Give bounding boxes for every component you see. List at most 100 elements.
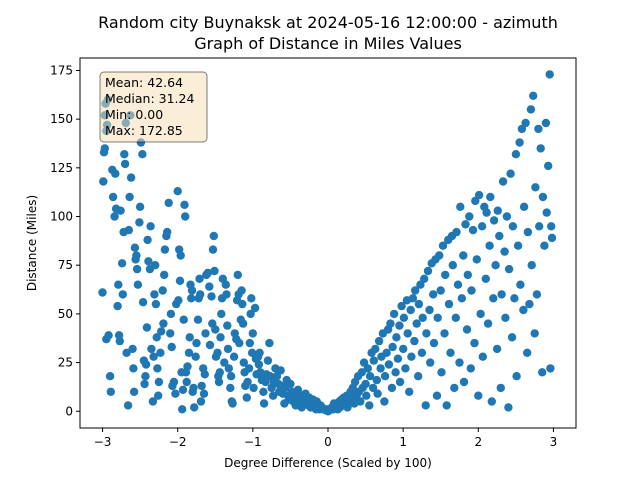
- data-point: [538, 192, 548, 202]
- data-point: [203, 268, 212, 278]
- x-axis-ticks: −3 −2 −1 0 1 2 3: [94, 428, 557, 449]
- data-point: [483, 319, 493, 328]
- data-point: [388, 342, 397, 352]
- data-point: [116, 206, 125, 215]
- stat-median: Median: 31.24: [105, 91, 194, 106]
- data-point: [237, 286, 246, 295]
- data-point: [486, 192, 495, 202]
- data-point: [99, 177, 108, 186]
- data-point: [504, 264, 514, 274]
- data-point: [178, 385, 188, 394]
- data-point: [485, 241, 494, 250]
- data-point: [245, 338, 254, 348]
- data-point: [547, 233, 557, 243]
- data-point: [422, 329, 431, 338]
- data-point: [368, 383, 378, 393]
- data-point: [176, 251, 185, 260]
- data-point: [122, 348, 131, 357]
- data-point: [166, 329, 175, 338]
- data-point: [146, 222, 155, 231]
- data-point: [453, 280, 463, 289]
- data-point: [120, 150, 129, 159]
- data-point: [221, 280, 230, 289]
- data-point: [477, 222, 487, 231]
- data-point: [141, 360, 151, 369]
- data-point: [215, 368, 224, 377]
- data-point: [374, 336, 384, 346]
- data-point: [160, 245, 170, 254]
- data-point: [492, 344, 502, 354]
- data-point: [249, 383, 258, 393]
- data-point: [140, 379, 149, 389]
- data-point: [175, 276, 185, 285]
- data-point: [210, 266, 219, 276]
- data-point: [491, 261, 500, 270]
- data-point: [437, 368, 446, 377]
- data-point: [126, 173, 136, 182]
- data-point: [158, 286, 167, 295]
- data-point: [189, 383, 198, 393]
- data-point: [248, 329, 257, 338]
- data-point: [470, 338, 479, 348]
- data-point: [106, 387, 116, 396]
- data-point: [455, 358, 464, 367]
- data-point: [110, 212, 119, 221]
- data-point: [466, 364, 475, 373]
- data-point: [387, 383, 397, 393]
- data-point: [151, 261, 160, 270]
- data-point: [512, 372, 521, 381]
- data-point: [244, 364, 254, 373]
- data-point: [399, 344, 408, 354]
- data-point: [535, 222, 544, 231]
- data-point: [235, 338, 244, 348]
- data-point: [224, 364, 233, 373]
- data-point: [446, 348, 455, 357]
- data-point: [150, 290, 159, 299]
- data-point: [159, 319, 168, 328]
- data-point: [141, 372, 150, 381]
- data-point: [444, 299, 454, 309]
- data-point: [132, 264, 142, 274]
- data-point: [111, 169, 120, 178]
- data-point: [392, 333, 401, 342]
- data-point: [403, 329, 412, 338]
- data-point: [465, 212, 474, 221]
- data-point: [196, 290, 205, 299]
- data-point: [222, 290, 231, 299]
- data-point: [508, 222, 518, 231]
- y-tick-label: 175: [50, 63, 73, 77]
- x-tick-label: 1: [399, 435, 407, 449]
- data-point: [459, 251, 468, 260]
- data-point: [223, 344, 233, 354]
- data-point: [356, 397, 365, 406]
- data-point: [438, 241, 448, 250]
- stat-mean: Mean: 42.64: [105, 75, 183, 90]
- data-point: [187, 294, 196, 303]
- data-point: [511, 150, 521, 159]
- data-point: [429, 290, 438, 299]
- data-point: [124, 225, 133, 235]
- data-point: [487, 397, 496, 406]
- data-point: [507, 333, 517, 342]
- data-point: [263, 356, 273, 365]
- data-point: [233, 270, 242, 280]
- data-point: [144, 257, 153, 266]
- data-point: [545, 70, 554, 79]
- stats-box: Mean: 42.64 Median: 31.24 Min: 0.00 Max:…: [99, 71, 208, 143]
- x-tick-label: 2: [474, 435, 482, 449]
- data-point: [268, 391, 278, 400]
- stat-min: Min: 0.00: [105, 107, 163, 122]
- data-point: [382, 348, 391, 357]
- data-point: [482, 208, 491, 217]
- data-point: [157, 327, 166, 336]
- data-point: [229, 352, 239, 361]
- y-tick-label: 100: [50, 210, 73, 224]
- data-point: [120, 159, 130, 169]
- data-point: [463, 270, 472, 280]
- data-point: [371, 344, 380, 354]
- data-point: [223, 321, 232, 330]
- x-axis-label: Degree Difference (Scaled by 100): [224, 456, 432, 470]
- data-point: [530, 329, 539, 338]
- data-point: [362, 391, 371, 400]
- data-point: [197, 381, 206, 391]
